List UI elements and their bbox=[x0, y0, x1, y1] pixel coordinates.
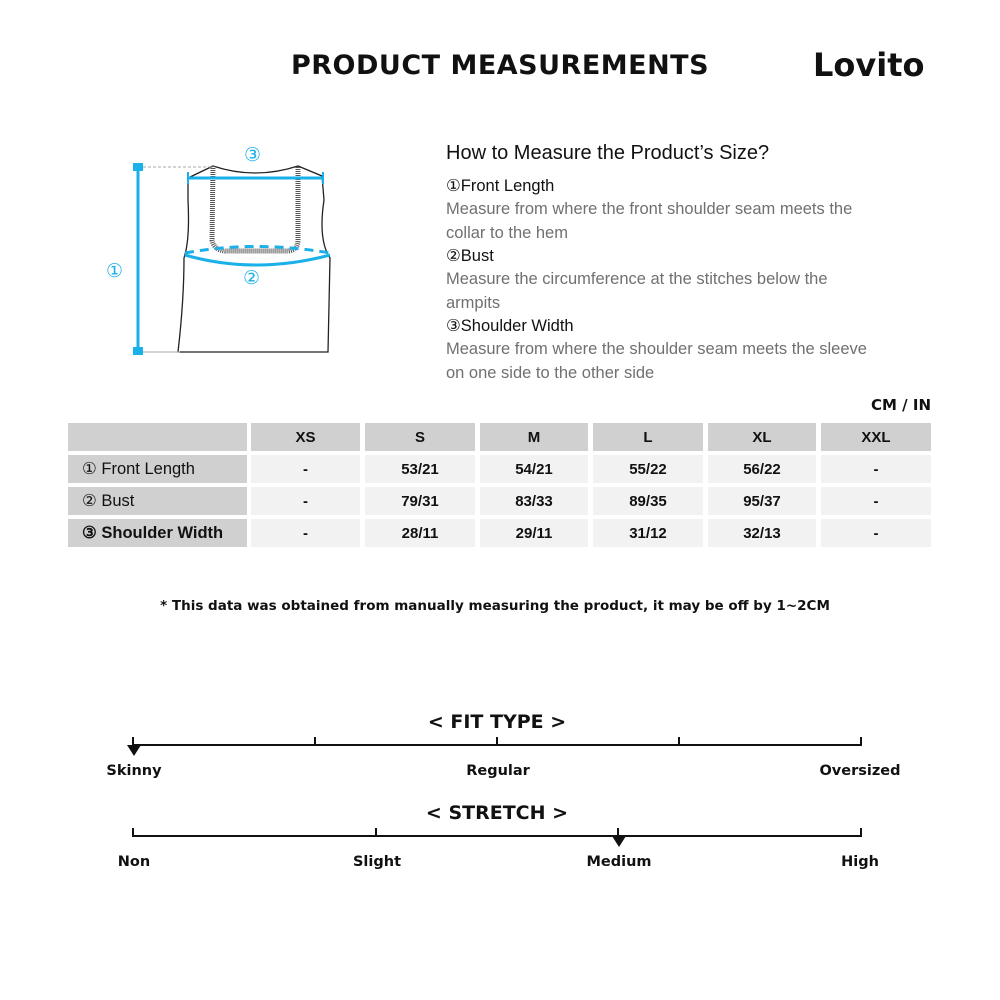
table-cell: 31/12 bbox=[593, 519, 703, 547]
marker-1: ① bbox=[106, 260, 123, 282]
stretch-label-non: Non bbox=[117, 854, 151, 870]
guide-label-bust: ②Bust bbox=[446, 247, 494, 265]
marker-2: ② bbox=[243, 267, 260, 289]
table-cell: 54/21 bbox=[480, 455, 588, 483]
row-label: ① Front Length bbox=[68, 455, 247, 483]
stretch-scale bbox=[133, 835, 861, 837]
table-cell: 83/33 bbox=[480, 487, 588, 515]
table-cell: - bbox=[821, 487, 931, 515]
table-cell: 28/11 bbox=[365, 519, 475, 547]
stretch-tick bbox=[860, 828, 862, 837]
table-cell: 79/31 bbox=[365, 487, 475, 515]
fit-type-tick bbox=[496, 737, 498, 746]
brand-logo: Lovito bbox=[813, 46, 925, 84]
table-cell: 29/11 bbox=[480, 519, 588, 547]
size-header-xl: XL bbox=[708, 423, 816, 451]
stretch-title: < STRETCH > bbox=[425, 802, 569, 824]
fit-label-regular: Regular bbox=[466, 763, 530, 779]
header-corner-cell bbox=[68, 423, 247, 451]
table-cell: 56/22 bbox=[708, 455, 816, 483]
size-header-xs: XS bbox=[251, 423, 360, 451]
stretch-label-medium: Medium bbox=[586, 854, 652, 870]
guide-desc-front-length: Measure from where the front shoulder se… bbox=[446, 200, 853, 242]
size-header-m: M bbox=[480, 423, 588, 451]
table-cell: - bbox=[251, 455, 360, 483]
stretch-tick bbox=[617, 828, 620, 837]
size-header-xxl: XXL bbox=[821, 423, 931, 451]
table-cell: - bbox=[251, 519, 360, 547]
tank-top-measurement-diagram: ① ② ③ bbox=[106, 144, 331, 355]
measurement-note: * This data was obtained from manually m… bbox=[160, 598, 830, 614]
row-label: ② Bust bbox=[68, 487, 247, 515]
fit-type-tick bbox=[132, 737, 134, 746]
marker-3: ③ bbox=[244, 144, 261, 166]
unit-label: CM / IN bbox=[871, 396, 931, 414]
fit-type-selected-marker bbox=[127, 745, 141, 756]
fit-type-tick bbox=[860, 737, 862, 746]
table-cell: 95/37 bbox=[708, 487, 816, 515]
stretch-tick bbox=[132, 828, 134, 837]
guide-heading: How to Measure the Product’s Size? bbox=[446, 142, 770, 164]
guide-label-shoulder: ③Shoulder Width bbox=[446, 317, 574, 335]
stretch-label-high: High bbox=[841, 854, 879, 870]
table-cell: 55/22 bbox=[593, 455, 703, 483]
table-cell: - bbox=[251, 487, 360, 515]
fit-type-title: < FIT TYPE > bbox=[427, 711, 567, 733]
table-cell: 89/35 bbox=[593, 487, 703, 515]
table-cell: 53/21 bbox=[365, 455, 475, 483]
row-label: ③ Shoulder Width bbox=[68, 519, 247, 547]
stretch-selected-marker bbox=[612, 836, 627, 847]
guide-desc-shoulder: Measure from where the shoulder seam mee… bbox=[446, 340, 867, 382]
fit-label-oversized: Oversized bbox=[819, 763, 901, 779]
table-cell: - bbox=[821, 455, 931, 483]
fit-type-tick bbox=[678, 737, 680, 746]
size-header-l: L bbox=[593, 423, 703, 451]
guide-desc-bust: Measure the circumference at the stitche… bbox=[446, 270, 828, 312]
table-cell: 32/13 bbox=[708, 519, 816, 547]
stretch-tick bbox=[374, 828, 377, 837]
fit-type-tick bbox=[314, 737, 316, 746]
stretch-label-slight: Slight bbox=[352, 854, 402, 870]
table-cell: - bbox=[821, 519, 931, 547]
page-title: PRODUCT MEASUREMENTS bbox=[290, 50, 710, 81]
size-header-s: S bbox=[365, 423, 475, 451]
fit-label-skinny: Skinny bbox=[106, 763, 162, 779]
guide-label-front-length: ①Front Length bbox=[446, 177, 555, 195]
